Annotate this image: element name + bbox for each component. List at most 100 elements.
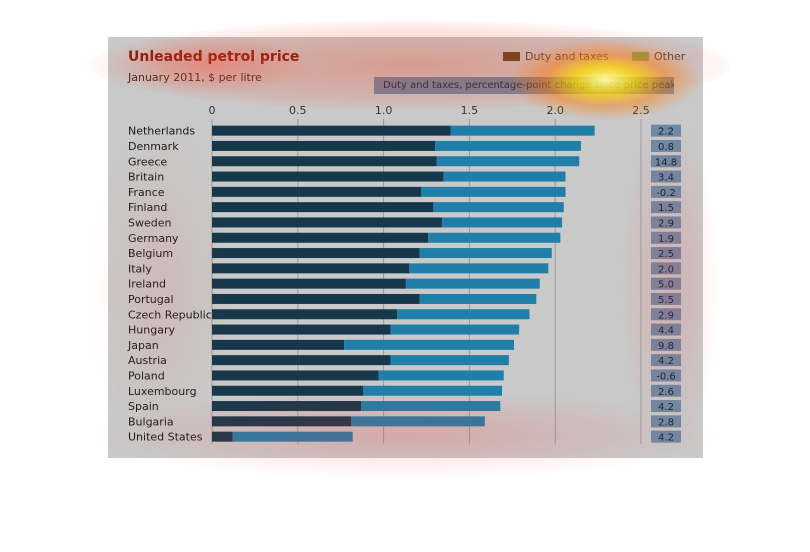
bar-duty xyxy=(212,293,420,304)
pp-change-value: 4.2 xyxy=(658,356,674,367)
pp-change-value: 5.0 xyxy=(658,280,674,291)
pp-change-value: 2.9 xyxy=(658,310,674,321)
bar-other xyxy=(419,293,537,304)
category-label: France xyxy=(128,186,165,199)
bar-duty xyxy=(212,278,406,289)
bar-other xyxy=(390,324,520,335)
x-tick-label: 1.0 xyxy=(375,104,393,117)
category-label: Germany xyxy=(128,232,179,245)
pp-change-value: 2.9 xyxy=(658,218,674,229)
bar-other xyxy=(390,355,509,366)
pp-change-box xyxy=(651,292,681,305)
bar-duty xyxy=(212,324,391,335)
category-label: Greece xyxy=(128,155,167,168)
category-label: Sweden xyxy=(128,216,171,229)
pp-change-box xyxy=(651,155,681,168)
category-label: Hungary xyxy=(128,324,175,337)
pp-change-value: 2.2 xyxy=(658,127,674,138)
bar-duty xyxy=(212,355,391,366)
chart-title: Unleaded petrol price xyxy=(128,49,300,65)
bar-other xyxy=(232,431,353,442)
bar-duty xyxy=(212,202,434,213)
pp-change-box xyxy=(651,185,681,198)
bar-duty xyxy=(212,248,420,259)
category-label: Belgium xyxy=(128,247,173,260)
x-tick-label: 2.5 xyxy=(632,104,650,117)
category-label: Finland xyxy=(128,201,167,214)
pp-change-box xyxy=(651,354,681,367)
bar-other xyxy=(435,140,581,151)
pp-change-value: 4.2 xyxy=(658,402,674,413)
pp-change-value: -0.6 xyxy=(656,371,676,382)
bar-other xyxy=(344,339,515,350)
bar-duty xyxy=(212,370,379,381)
pp-change-box xyxy=(651,323,681,336)
pp-change-box xyxy=(651,400,681,413)
bar-duty xyxy=(212,140,436,151)
bar-other xyxy=(405,278,540,289)
pp-change-value: 4.4 xyxy=(658,326,674,337)
category-label: Czech Republic xyxy=(128,308,212,321)
category-label: Britain xyxy=(128,171,164,184)
bar-other xyxy=(436,156,580,167)
pp-change-box xyxy=(651,308,681,321)
category-label: Italy xyxy=(128,262,152,275)
pp-change-box xyxy=(651,369,681,382)
bar-duty xyxy=(212,401,362,412)
pp-change-box xyxy=(651,201,681,214)
bar-duty xyxy=(212,156,437,167)
pp-change-value: 2.8 xyxy=(658,417,674,428)
pp-change-value: 2.5 xyxy=(658,249,674,260)
pp-change-value: 0.8 xyxy=(658,142,674,153)
pp-change-box xyxy=(651,247,681,260)
bar-other xyxy=(397,309,530,320)
pp-change-value: 1.5 xyxy=(658,203,674,214)
bar-other xyxy=(361,401,501,412)
pp-change-value: 2.0 xyxy=(658,264,674,275)
bar-duty xyxy=(212,186,422,197)
bar-other xyxy=(378,370,504,381)
pp-change-box xyxy=(651,216,681,229)
bar-duty xyxy=(212,125,451,136)
category-label: Spain xyxy=(128,400,159,413)
bar-other xyxy=(363,385,503,396)
bar-other xyxy=(441,217,563,228)
bar-other xyxy=(443,171,566,182)
bar-duty xyxy=(212,339,345,350)
x-tick-label: 0.5 xyxy=(289,104,307,117)
bar-duty xyxy=(212,416,351,427)
pp-change-box xyxy=(651,170,681,183)
bar-duty xyxy=(212,309,398,320)
category-label: Netherlands xyxy=(128,125,195,138)
category-label: Portugal xyxy=(128,293,174,306)
pp-change-box xyxy=(651,139,681,152)
pp-change-box xyxy=(651,124,681,137)
bar-other xyxy=(419,248,552,259)
pp-change-box xyxy=(651,231,681,244)
category-label: Luxembourg xyxy=(128,385,197,398)
category-label: Poland xyxy=(128,369,165,382)
bar-other xyxy=(433,202,564,213)
pp-change-value: 2.6 xyxy=(658,387,674,398)
category-label: Japan xyxy=(127,339,159,352)
plot-area: 0 0.5 1.0 1.5 2.0 2.5 Netherlands 2.2 Denmark 0.8… xyxy=(127,104,681,445)
x-tick-label: 2.0 xyxy=(546,104,564,117)
pp-change-value: 4.2 xyxy=(658,433,674,444)
pp-change-box xyxy=(651,277,681,290)
bar-other xyxy=(421,186,566,197)
category-label: United States xyxy=(128,431,203,444)
x-tick-label: 1.5 xyxy=(461,104,479,117)
bar-duty xyxy=(212,217,442,228)
chart-subtitle: January 2011, $ per litre xyxy=(128,71,262,84)
pp-change-box xyxy=(651,338,681,351)
pp-change-value: 14.8 xyxy=(655,157,677,168)
bar-other xyxy=(450,125,595,136)
bar-duty xyxy=(212,232,429,243)
category-label: Bulgaria xyxy=(128,415,174,428)
pp-change-value: -0.2 xyxy=(656,188,676,199)
category-label: Denmark xyxy=(128,140,179,153)
bar-duty xyxy=(212,385,364,396)
pp-change-value: 9.8 xyxy=(658,341,674,352)
bar-other xyxy=(428,232,561,243)
bar-duty xyxy=(212,431,233,442)
